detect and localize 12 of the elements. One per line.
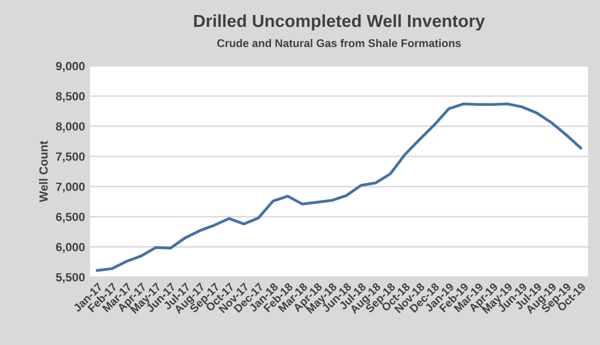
y-tick-label: 8,500: [56, 92, 85, 102]
y-tick-label: 9,000: [56, 62, 85, 72]
y-tick-label: 7,000: [56, 182, 85, 193]
chart-subtitle: Crude and Natural Gas from Shale Formations: [217, 38, 461, 48]
chart-title: Drilled Uncompleted Well Inventory: [194, 14, 485, 31]
y-tick-label: 6,500: [56, 212, 85, 223]
y-tick-label: 7,500: [56, 152, 85, 162]
line-series: [96, 102, 582, 272]
y-tick-label: 6,000: [56, 242, 85, 253]
y-tick-label: 5,500: [56, 273, 85, 284]
y-tick-label: 8,000: [56, 122, 85, 132]
y-axis-title: Well Count: [39, 140, 48, 202]
